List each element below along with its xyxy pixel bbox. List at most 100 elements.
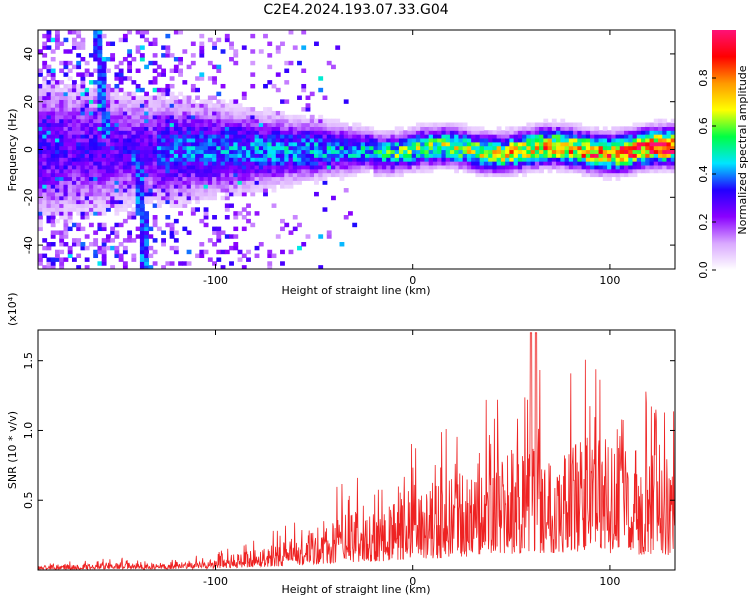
heatmap-cell xyxy=(471,130,477,135)
heatmap-cell xyxy=(496,172,502,178)
heatmap-cell xyxy=(466,161,472,166)
heatmap-cell xyxy=(458,130,464,135)
heatmap-cell xyxy=(360,161,366,166)
heatmap-cell xyxy=(428,126,434,131)
heatmap-cell xyxy=(165,122,171,127)
heatmap-cell xyxy=(114,211,120,216)
heatmap-cell xyxy=(71,149,77,154)
heatmap-cell xyxy=(38,145,43,151)
heatmap-cell xyxy=(169,230,175,235)
heatmap-cell xyxy=(148,188,154,193)
heatmap-cell xyxy=(199,172,205,178)
heatmap-cell xyxy=(220,157,226,162)
heatmap-cell xyxy=(543,161,549,166)
heatmap-cell xyxy=(42,238,48,243)
heatmap-cell xyxy=(335,164,341,170)
colorbar-tick-label: 0.2 xyxy=(697,213,710,231)
heatmap-cell xyxy=(169,122,175,127)
heatmap-cell xyxy=(148,245,154,251)
heatmap-cell xyxy=(169,134,175,139)
heatmap-cell xyxy=(475,164,481,170)
heatmap-cell xyxy=(394,145,400,151)
heatmap-cell xyxy=(339,122,345,127)
heatmap-cell xyxy=(513,141,519,147)
heatmap-cell xyxy=(492,161,498,166)
heatmap-cell xyxy=(649,141,655,147)
heatmap-cell xyxy=(352,130,358,135)
heatmap-cell xyxy=(233,114,239,120)
heatmap-cell xyxy=(547,141,553,147)
heatmap-cell xyxy=(42,103,48,108)
heatmap-cell xyxy=(114,103,120,108)
heatmap-cell xyxy=(50,122,56,127)
heatmap-cell xyxy=(148,153,154,158)
heatmap-cell xyxy=(598,161,604,166)
heatmap-cell xyxy=(636,137,642,143)
heatmap-cell xyxy=(513,126,519,131)
heatmap-cell xyxy=(63,91,69,97)
heatmap-cell xyxy=(50,99,56,104)
heatmap-cell xyxy=(80,41,86,47)
heatmap-cell xyxy=(297,137,302,143)
heatmap-cell xyxy=(216,257,222,262)
heatmap-cell xyxy=(339,172,345,178)
heatmap-cell xyxy=(237,257,243,262)
heatmap-cell xyxy=(224,176,230,181)
heatmap-cell xyxy=(63,157,69,162)
heatmap-cell xyxy=(71,242,77,247)
heatmap-cell xyxy=(122,172,128,178)
heatmap-cell xyxy=(93,41,99,47)
heatmap-cell xyxy=(203,195,209,201)
heatmap-cell xyxy=(84,145,90,151)
heatmap-cell xyxy=(547,137,553,143)
heatmap-cell xyxy=(364,130,370,135)
heatmap-cell xyxy=(97,99,103,104)
heatmap-cell xyxy=(80,134,86,139)
heatmap-cell xyxy=(237,134,243,139)
heatmap-cell xyxy=(360,145,366,151)
heatmap-cell xyxy=(144,226,150,232)
heatmap-cell xyxy=(54,203,60,208)
heatmap-cell xyxy=(139,234,145,239)
heatmap-cell xyxy=(42,87,48,93)
heatmap-cell xyxy=(161,118,166,124)
heatmap-cell xyxy=(207,137,213,143)
heatmap-cell xyxy=(220,184,226,189)
x-tick-label: -100 xyxy=(203,274,228,287)
heatmap-cell xyxy=(254,168,260,174)
heatmap-cell xyxy=(199,141,205,147)
heatmap-cell xyxy=(42,33,48,39)
heatmap-cell xyxy=(156,118,162,124)
heatmap-cell xyxy=(437,130,443,135)
heatmap-cell xyxy=(585,161,591,166)
heatmap-cell xyxy=(131,137,137,143)
heatmap-cell xyxy=(114,130,120,135)
heatmap-cell xyxy=(602,168,608,174)
heatmap-cell xyxy=(59,242,65,247)
heatmap-cell xyxy=(390,172,396,178)
heatmap-cell xyxy=(254,126,260,131)
heatmap-cell xyxy=(144,215,150,220)
heatmap-cell xyxy=(63,134,69,139)
heatmap-cell xyxy=(127,114,133,120)
heatmap-cell xyxy=(216,118,222,124)
heatmap-cell xyxy=(161,145,166,151)
heatmap-cell xyxy=(356,134,362,139)
heatmap-cell xyxy=(258,157,264,162)
heatmap-cell xyxy=(50,215,56,220)
heatmap-cell xyxy=(445,134,451,139)
heatmap-cell xyxy=(666,153,672,158)
heatmap-cell xyxy=(178,145,183,151)
heatmap-cell xyxy=(263,164,268,170)
heatmap-cell xyxy=(322,145,328,151)
heatmap-cell xyxy=(182,110,188,116)
heatmap-cell xyxy=(619,168,625,174)
heatmap-cell xyxy=(169,145,175,151)
heatmap-cell xyxy=(224,118,230,124)
heatmap-cell xyxy=(224,114,230,120)
heatmap-cell xyxy=(80,226,86,232)
heatmap-cell xyxy=(38,134,43,139)
heatmap-cell xyxy=(148,103,154,108)
heatmap-cell xyxy=(479,161,485,166)
heatmap-cell xyxy=(84,137,90,143)
